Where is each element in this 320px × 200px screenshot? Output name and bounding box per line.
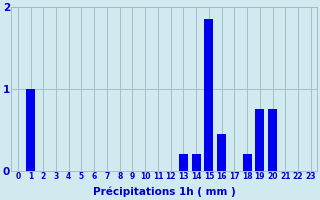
Bar xyxy=(217,134,226,171)
Bar xyxy=(255,109,264,171)
Bar xyxy=(204,19,213,171)
X-axis label: Précipitations 1h ( mm ): Précipitations 1h ( mm ) xyxy=(93,187,236,197)
Bar xyxy=(243,154,252,171)
Bar xyxy=(179,154,188,171)
Bar xyxy=(26,89,35,171)
Bar xyxy=(268,109,277,171)
Bar xyxy=(192,154,201,171)
